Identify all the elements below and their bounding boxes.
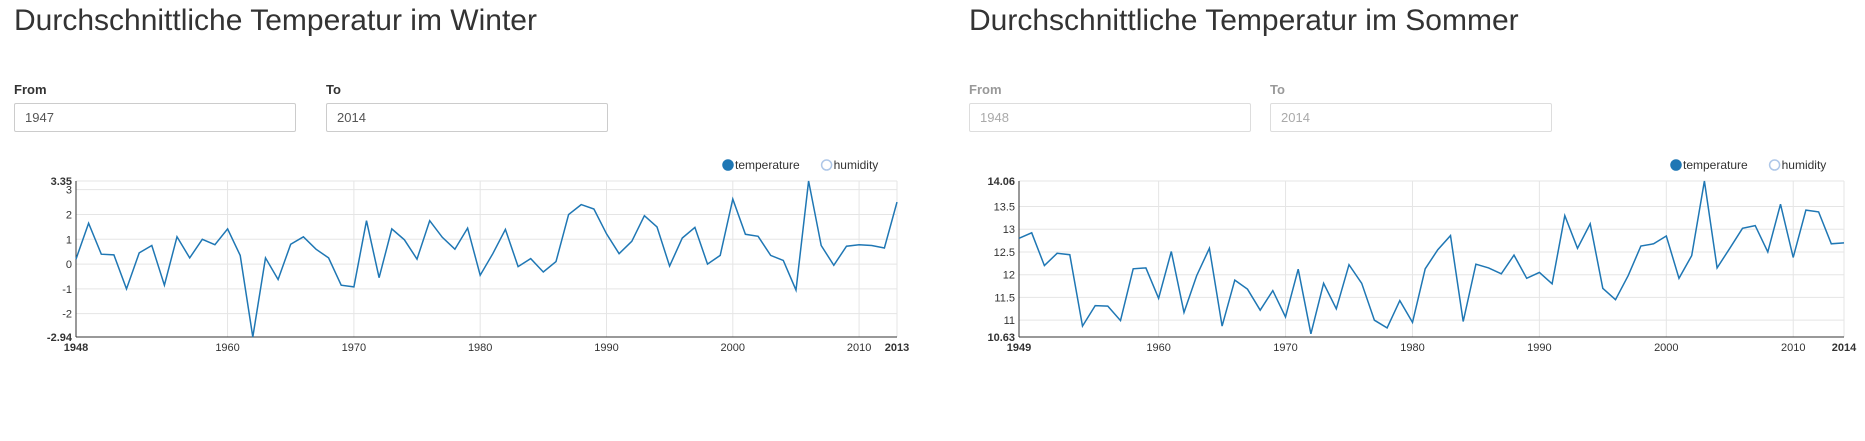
summer-y-tick-label: 11.5 xyxy=(994,292,1015,304)
winter-x-min-label: 1948 xyxy=(64,342,88,354)
winter-panel: Durchschnittliche Temperatur im Winter F… xyxy=(14,4,909,354)
summer-y-tick-label: 12.5 xyxy=(994,247,1015,259)
winter-to-input[interactable] xyxy=(326,103,608,132)
winter-y-tick-label: 3 xyxy=(66,185,72,197)
winter-y-tick-label: -2 xyxy=(62,309,72,321)
winter-chart-title: Durchschnittliche Temperatur im Winter xyxy=(14,4,537,37)
summer-y-tick-label: 13.5 xyxy=(994,201,1015,213)
summer-x-max-label: 2014 xyxy=(1832,342,1857,354)
summer-from-input[interactable] xyxy=(969,103,1251,132)
summer-axes xyxy=(1018,181,1844,338)
summer-y-tick-label: 12 xyxy=(1003,270,1015,282)
winter-y-tick-label: 1 xyxy=(66,234,72,246)
winter-y-tick-label: 0 xyxy=(66,259,72,271)
winter-y-max-label: 3.35 xyxy=(51,176,72,188)
winter-to-label: To xyxy=(326,82,341,97)
summer-panel: Durchschnittliche Temperatur im Sommer F… xyxy=(955,0,1865,441)
winter-y-tick-label: 2 xyxy=(66,209,72,221)
winter-from-label: From xyxy=(14,82,47,97)
summer-x-tick-label: 1980 xyxy=(1400,342,1424,354)
summer-y-tick-label: 13 xyxy=(1003,224,1015,236)
summer-grid xyxy=(1019,180,1845,337)
winter-y-min-label: -2.94 xyxy=(47,332,73,344)
summer-x-tick-label: 2010 xyxy=(1781,342,1805,354)
summer-y-min-label: 10.63 xyxy=(987,332,1015,344)
winter-legend-item-humidity: humidity xyxy=(820,158,879,172)
winter-x-max-label: 2013 xyxy=(885,342,909,354)
winter-legend: temperature humidity xyxy=(722,158,879,172)
summer-chart-title: Durchschnittliche Temperatur im Sommer xyxy=(969,4,1519,37)
winter-legend-temperature-label: temperature xyxy=(735,158,800,172)
summer-legend-item-humidity: humidity xyxy=(1768,158,1827,172)
summer-legend-humidity-label: humidity xyxy=(1782,158,1827,172)
winter-temperature-line xyxy=(75,180,898,338)
winter-x-tick-label: 2000 xyxy=(721,342,745,354)
winter-legend-humidity-label: humidity xyxy=(834,158,879,172)
summer-legend: temperature humidity xyxy=(1670,158,1827,172)
winter-x-tick-label: 1960 xyxy=(215,342,239,354)
summer-y-tick-label: 11 xyxy=(1004,315,1015,327)
winter-legend-humidity-icon xyxy=(820,159,833,171)
summer-temperature-line xyxy=(1018,180,1845,334)
summer-legend-temperature-label: temperature xyxy=(1683,158,1748,172)
summer-x-tick-label: 1970 xyxy=(1273,342,1297,354)
summer-x-tick-label: 1990 xyxy=(1527,342,1551,354)
summer-x-tick-label: 2000 xyxy=(1654,342,1678,354)
summer-from-label: From xyxy=(969,82,1002,97)
summer-legend-humidity-icon xyxy=(1768,159,1781,171)
winter-from-input[interactable] xyxy=(14,103,296,132)
winter-x-tick-label: 1980 xyxy=(468,342,492,354)
summer-x-tick-label: 1960 xyxy=(1146,342,1170,354)
winter-x-tick-label: 1990 xyxy=(594,342,618,354)
summer-legend-temperature-icon xyxy=(1670,159,1682,171)
winter-temperature-chart: -2 -1 0 1 2 33.35 -2.94 1960 1970 1980 1990 2000 201… xyxy=(47,158,909,354)
summer-to-input[interactable] xyxy=(1270,103,1552,132)
summer-temperature-chart: 11 11.5 12 12.5 13 13.5 14.06 10.63 1960 1970 1980… xyxy=(987,158,1857,354)
winter-x-tick-label: 1970 xyxy=(342,342,366,354)
winter-legend-item-temperature: temperature xyxy=(722,158,800,172)
winter-y-tick-label: -1 xyxy=(62,284,72,296)
winter-legend-temperature-icon xyxy=(722,159,734,171)
summer-to-label: To xyxy=(1270,82,1285,97)
winter-grid xyxy=(76,180,898,337)
summer-y-max-label: 14.06 xyxy=(987,176,1015,188)
summer-x-min-label: 1949 xyxy=(1007,342,1031,354)
summer-legend-item-temperature: temperature xyxy=(1670,158,1748,172)
winter-x-tick-label: 2010 xyxy=(847,342,871,354)
